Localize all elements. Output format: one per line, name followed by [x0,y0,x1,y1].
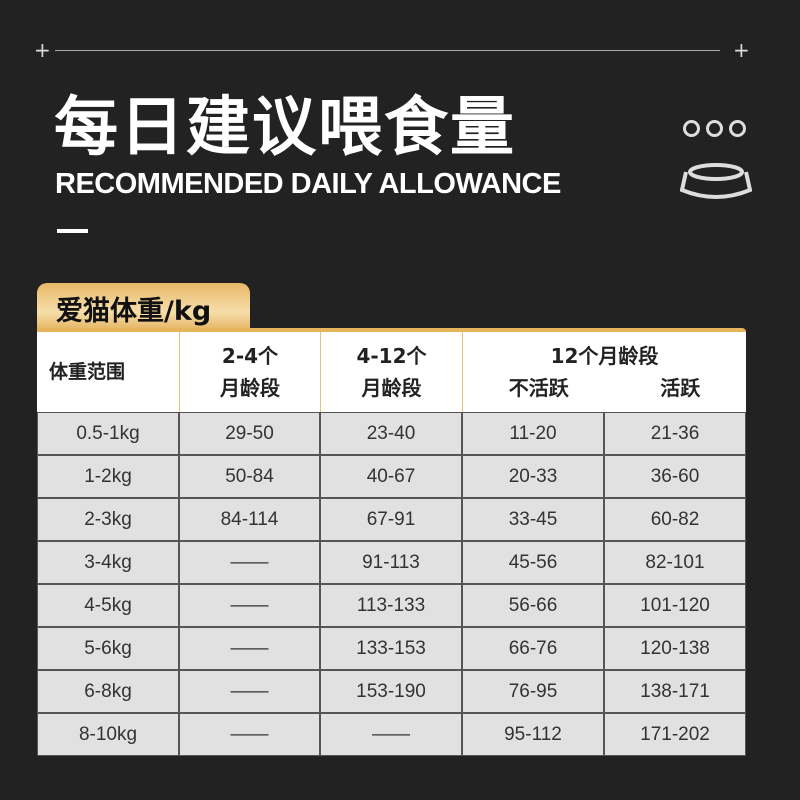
table-row: 0.5-1kg 29-50 23-40 11-20 21-36 [37,412,746,455]
table-cell: 82-101 [604,541,746,584]
header-active: 活跃 [660,376,701,400]
table-cell: 120-138 [604,627,746,670]
table-cell: 153-190 [320,670,462,713]
table-cell: 40-67 [320,455,462,498]
table-cell: 113-133 [320,584,462,627]
table-cell: 8-10kg [37,713,179,756]
table-cell: 20-33 [462,455,604,498]
plus-icon: + [733,38,750,62]
header-2-4-months: 2-4个月龄段 [179,332,320,412]
table-cell: 2-3kg [37,498,179,541]
table-cell: 101-120 [604,584,746,627]
table-cell: 29-50 [179,412,320,455]
table-cell: —— [179,584,320,627]
header-weight: 体重范围 [49,361,126,383]
table-row: 3-4kg —— 91-113 45-56 82-101 [37,541,746,584]
table-cell: 50-84 [179,455,320,498]
header-line: 月龄段 [361,376,422,400]
table-cell: 33-45 [462,498,604,541]
weight-tab: 爱猫体重/kg [37,283,250,331]
table-cell: 11-20 [462,412,604,455]
dots-icon [683,120,746,137]
table-cell: 4-5kg [37,584,179,627]
table-cell: 60-82 [604,498,746,541]
table-cell: 76-95 [462,670,604,713]
table-cell: 21-36 [604,412,746,455]
bowl-icon [680,163,752,199]
table-cell: 84-114 [179,498,320,541]
page-title: 每日建议喂食量 [54,91,516,165]
top-divider [55,50,720,51]
table-cell: 36-60 [604,455,746,498]
header-line: 12个月龄段 [550,344,659,368]
table-cell: —— [179,713,320,756]
table-cell: 133-153 [320,627,462,670]
table-cell: —— [179,627,320,670]
table-row: 1-2kg 50-84 40-67 20-33 36-60 [37,455,746,498]
header-line: 2-4个 [221,344,279,368]
plus-icon: + [34,38,51,62]
table-row: 2-3kg 84-114 67-91 33-45 60-82 [37,498,746,541]
header-12-months: 12个月龄段不活跃 活跃 [462,332,746,412]
table-cell: 91-113 [320,541,462,584]
table-cell: 5-6kg [37,627,179,670]
table-cell: 1-2kg [37,455,179,498]
table-cell: 45-56 [462,541,604,584]
table-cell: —— [320,713,462,756]
table-cell: 138-171 [604,670,746,713]
header-line: 月龄段 [220,376,280,400]
table-cell: 66-76 [462,627,604,670]
table-cell: 67-91 [320,498,462,541]
table-cell: 56-66 [462,584,604,627]
table-cell: 3-4kg [37,541,179,584]
feeding-table: 体重范围 2-4个月龄段 4-12个月龄段 12个月龄段不活跃 活跃 0.5-1k… [37,328,746,756]
table-row: 6-8kg —— 153-190 76-95 138-171 [37,670,746,713]
table-cell: 171-202 [604,713,746,756]
table-header: 体重范围 2-4个月龄段 4-12个月龄段 12个月龄段不活跃 活跃 [37,332,746,412]
table-cell: —— [179,541,320,584]
dash-divider [57,229,88,233]
table-row: 8-10kg —— —— 95-112 171-202 [37,713,746,756]
table-row: 5-6kg —— 133-153 66-76 120-138 [37,627,746,670]
header-4-12-months: 4-12个月龄段 [320,332,462,412]
header-line: 4-12个 [356,344,427,368]
page-subtitle: RECOMMENDED DAILY ALLOWANCE [55,168,561,200]
table-row: 4-5kg —— 113-133 56-66 101-120 [37,584,746,627]
table-cell: —— [179,670,320,713]
table-cell: 6-8kg [37,670,179,713]
header-inactive: 不活跃 [508,376,569,400]
table-cell: 23-40 [320,412,462,455]
table-cell: 0.5-1kg [37,412,179,455]
table-cell: 95-112 [462,713,604,756]
